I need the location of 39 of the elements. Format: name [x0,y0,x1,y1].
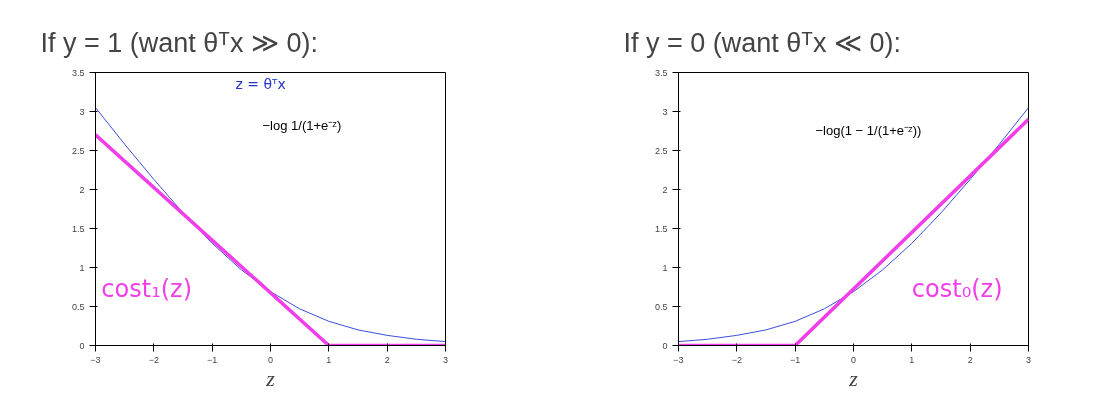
y-tick-label: 2 [79,184,85,195]
x-tick-label: −2 [148,354,159,365]
y-tick-label: 1 [662,262,668,273]
y-tick-label: 1.5 [71,223,85,234]
y-tick-label: 3.5 [71,67,85,78]
y-tick-label: 1.5 [654,223,668,234]
y-tick-label: 0 [662,340,668,351]
y-tick-label: 1 [79,262,85,273]
x-tick-label: 2 [967,354,973,365]
annotation: z = θᵀx [235,75,286,92]
x-tick-label: −2 [731,354,742,365]
y-tick-label: 0.5 [654,301,668,312]
chart-title: If y = 0 (want θᵀx ≪ 0): [623,27,902,58]
x-tick-label: 1 [326,354,332,365]
chart-title: If y = 1 (want θᵀx ≫ 0): [40,27,319,58]
series-label: cost₁(z) [101,274,193,303]
y-tick-label: 3 [662,106,668,117]
annotation: −log(1 − 1/(1+e⁻ᶻ)) [815,122,922,138]
x-tick-label: −1 [790,354,801,365]
x-tick-label: 2 [384,354,390,365]
x-tick-label: −1 [207,354,218,365]
x-tick-label: 0 [268,354,274,365]
x-tick-label: 3 [443,354,449,365]
x-tick-label: −3 [90,354,101,365]
x-tick-label: 1 [909,354,915,365]
series-label: cost₀(z) [911,274,1003,303]
x-tick-label: 3 [1026,354,1032,365]
x-axis-title: z [848,365,859,391]
y-tick-label: 2.5 [654,145,668,156]
y-tick-label: 2.5 [71,145,85,156]
y-tick-label: 2 [662,184,668,195]
y-tick-label: 3.5 [654,67,668,78]
y-tick-label: 0 [79,340,85,351]
y-tick-label: 3 [79,106,85,117]
y-tick-label: 0.5 [71,301,85,312]
x-tick-label: −3 [673,354,684,365]
annotation: −log 1/(1+e⁻ᶻ) [262,117,342,133]
x-axis-title: z [265,365,276,391]
x-tick-label: 0 [851,354,857,365]
